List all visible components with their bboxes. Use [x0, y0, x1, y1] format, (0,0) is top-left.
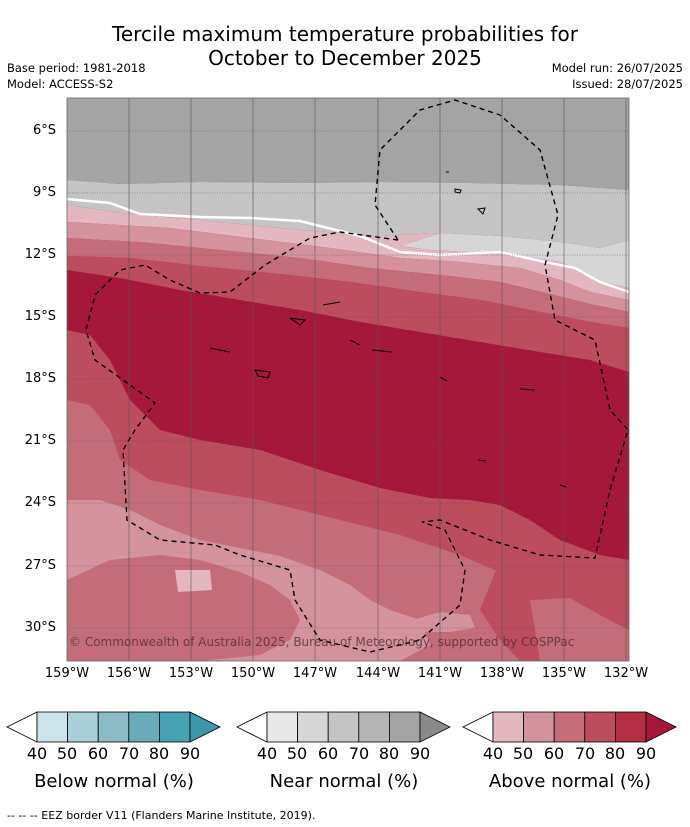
- above-70-patch: [67, 555, 300, 661]
- lon-label-153w: 153°W: [168, 666, 214, 681]
- run-info: Model run: 26/07/2025 Issued: 28/07/2025: [552, 60, 683, 92]
- near-normal-60-region: [400, 233, 629, 288]
- eez-footnote: -- -- -- EEZ border V11 (Flanders Marine…: [7, 809, 316, 822]
- lon-label-132w: 132°W: [603, 666, 649, 681]
- near-normal-70-region: [67, 180, 629, 248]
- graticule: [67, 130, 629, 629]
- tick: 40: [26, 744, 48, 763]
- lat-label-30s: 30°S: [24, 620, 56, 635]
- eez-borders: [85, 99, 629, 653]
- tercile-boundary: [67, 197, 629, 294]
- colorbar-above-normal: [462, 711, 677, 743]
- lon-label-147w: 147°W: [292, 666, 338, 681]
- colorbar-segment: [128, 711, 160, 743]
- below-normal-title: Below normal (%): [34, 771, 194, 792]
- colorbar-segment: [614, 711, 647, 743]
- colorbar-segment: [388, 711, 421, 743]
- lat-label-21s: 21°S: [24, 433, 56, 448]
- tick: 80: [604, 744, 626, 763]
- islands: [209, 171, 567, 488]
- tick: 50: [286, 744, 308, 763]
- above-70-patch-east: [530, 598, 629, 661]
- tick: 70: [118, 744, 140, 763]
- near-normal-title: Near normal (%): [269, 771, 419, 792]
- issued-date: Issued: 28/07/2025: [572, 77, 683, 91]
- lon-label-135w: 135°W: [541, 666, 587, 681]
- colorbar-below-normal: [6, 711, 221, 743]
- above-50-patch: [175, 570, 212, 592]
- lon-label-138w: 138°W: [479, 666, 525, 681]
- colorbar-segment: [67, 711, 99, 743]
- colorbar-high-extend: [189, 711, 221, 743]
- colorbar-segment: [584, 711, 616, 743]
- colorbar-segment: [358, 711, 390, 743]
- tick: 90: [635, 744, 657, 763]
- colorbar-high-extend: [645, 711, 677, 743]
- colorbar-low-extend: [462, 711, 494, 743]
- colorbar-segment: [158, 711, 191, 743]
- colorbar-near-normal: [236, 711, 451, 743]
- tick: 40: [256, 744, 278, 763]
- colorbar-segment: [297, 711, 329, 743]
- base-period: Base period: 1981-2018: [7, 61, 146, 75]
- meridians: [128, 98, 627, 661]
- colorbar-segment: [327, 711, 360, 743]
- lat-label-6s: 6°S: [32, 123, 56, 138]
- lon-label-150w: 150°W: [230, 666, 276, 681]
- colorbar-segment: [523, 711, 555, 743]
- lat-label-18s: 18°S: [24, 371, 56, 386]
- lon-label-141w: 141°W: [417, 666, 463, 681]
- colorbar-segment: [97, 711, 130, 743]
- tick: 70: [574, 744, 596, 763]
- model-run: Model run: 26/07/2025: [551, 61, 683, 75]
- colorbar-low-extend: [236, 711, 268, 743]
- colorbar-segment: [36, 711, 69, 743]
- lon-label-144w: 144°W: [355, 666, 401, 681]
- near-normal-80-region: [67, 98, 629, 190]
- tick: 90: [179, 744, 201, 763]
- tick: 80: [378, 744, 400, 763]
- copyright-text: © Commonwealth of Australia 2025, Bureau…: [69, 635, 574, 649]
- above-normal-title: Above normal (%): [488, 771, 652, 792]
- colorbar-segment: [553, 711, 586, 743]
- tick: 60: [87, 744, 109, 763]
- lat-label-15s: 15°S: [24, 309, 56, 324]
- lat-label-9s: 9°S: [32, 185, 56, 200]
- lon-label-159w: 159°W: [44, 666, 90, 681]
- lon-label-156w: 156°W: [106, 666, 152, 681]
- lat-label-27s: 27°S: [24, 558, 56, 573]
- above-70-region: [67, 238, 629, 328]
- lat-label-24s: 24°S: [24, 495, 56, 510]
- title-line-2: October to December 2025: [208, 46, 482, 70]
- tick: 60: [543, 744, 565, 763]
- colorbar-segment: [492, 711, 525, 743]
- model-name: Model: ACCESS-S2: [7, 77, 114, 91]
- above-50-region: [67, 205, 629, 300]
- title-line-1: Tercile maximum temperature probabilitie…: [112, 22, 578, 46]
- map-frame: [66, 97, 630, 662]
- tick: 80: [148, 744, 170, 763]
- probability-map: © Commonwealth of Australia 2025, Bureau…: [66, 97, 630, 662]
- above-60-region: [67, 222, 629, 312]
- tick: 60: [317, 744, 339, 763]
- above-80-region: [67, 256, 629, 372]
- colorbar-low-extend: [6, 711, 38, 743]
- tick: 90: [409, 744, 431, 763]
- tick: 70: [348, 744, 370, 763]
- lat-label-12s: 12°S: [24, 247, 56, 262]
- base-info: Base period: 1981-2018 Model: ACCESS-S2: [7, 60, 146, 92]
- tick: 50: [512, 744, 534, 763]
- above-60-patch-east: [412, 612, 475, 632]
- tick: 50: [56, 744, 78, 763]
- colorbar-high-extend: [419, 711, 451, 743]
- colorbar-segment: [266, 711, 299, 743]
- tick: 40: [482, 744, 504, 763]
- chart-title: Tercile maximum temperature probabilitie…: [0, 22, 690, 70]
